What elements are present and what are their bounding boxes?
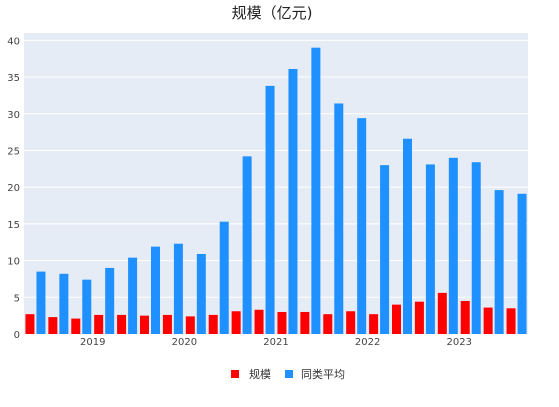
bar-scale[interactable] <box>254 309 264 334</box>
bar-scale[interactable] <box>483 307 493 334</box>
legend: 规模 同类平均 <box>231 367 345 381</box>
bar-scale[interactable] <box>140 315 149 334</box>
y-tick-label: 20 <box>7 183 20 194</box>
bar-peer-average[interactable] <box>173 243 183 334</box>
bar-peer-average[interactable] <box>151 246 160 334</box>
bar-peer-average[interactable] <box>105 267 115 334</box>
bar-scale[interactable] <box>346 311 356 334</box>
y-tick-label: 5 <box>14 293 20 304</box>
bar-peer-average[interactable] <box>36 271 46 334</box>
bar-scale[interactable] <box>369 314 379 334</box>
x-tick-label: 2021 <box>263 337 288 348</box>
bars-group <box>25 47 527 335</box>
bar-scale[interactable] <box>414 301 424 334</box>
bar-scale[interactable] <box>94 314 104 334</box>
bar-peer-average[interactable] <box>265 85 275 334</box>
bar-scale[interactable] <box>25 314 35 334</box>
bar-peer-average[interactable] <box>380 165 390 334</box>
bar-scale[interactable] <box>300 311 310 334</box>
bar-peer-average[interactable] <box>403 138 412 334</box>
y-axis-ticks: 0 5 10 15 20 25 30 35 40 <box>7 36 20 341</box>
bar-scale[interactable] <box>460 300 470 334</box>
bar-scale[interactable] <box>208 314 218 334</box>
y-tick-label: 30 <box>7 110 20 121</box>
bar-peer-average[interactable] <box>196 253 206 334</box>
y-tick-label: 10 <box>7 257 20 268</box>
x-tick-label: 2020 <box>172 337 197 348</box>
bar-scale[interactable] <box>506 308 516 334</box>
legend-item-peer-average[interactable]: 同类平均 <box>285 367 345 381</box>
bar-peer-average[interactable] <box>517 193 527 334</box>
bar-peer-average[interactable] <box>82 279 92 334</box>
bar-scale[interactable] <box>277 311 287 334</box>
bar-scale[interactable] <box>392 304 401 334</box>
y-tick-label: 25 <box>7 146 20 157</box>
bar-scale[interactable] <box>323 314 333 334</box>
bar-scale[interactable] <box>231 311 241 334</box>
legend-swatch-scale <box>231 370 239 378</box>
x-tick-label: 2019 <box>80 337 105 348</box>
bar-scale[interactable] <box>185 316 195 334</box>
bar-peer-average[interactable] <box>494 190 504 334</box>
bar-scale[interactable] <box>162 314 172 334</box>
bar-peer-average[interactable] <box>425 164 435 334</box>
bar-peer-average[interactable] <box>334 103 344 334</box>
y-tick-label: 0 <box>14 330 20 341</box>
bar-peer-average[interactable] <box>471 162 481 334</box>
legend-swatch-peer-average <box>285 370 293 378</box>
bar-peer-average[interactable] <box>128 257 138 334</box>
bar-peer-average[interactable] <box>448 157 458 334</box>
legend-label-peer-average: 同类平均 <box>301 367 345 381</box>
bar-scale[interactable] <box>437 292 447 334</box>
bar-peer-average[interactable] <box>311 47 321 335</box>
bar-peer-average[interactable] <box>288 68 298 334</box>
bar-scale[interactable] <box>48 317 58 334</box>
x-tick-label: 2023 <box>447 337 472 348</box>
legend-item-scale[interactable]: 规模 <box>231 367 271 381</box>
bar-scale[interactable] <box>71 318 81 334</box>
bar-peer-average[interactable] <box>357 118 367 334</box>
bar-peer-average[interactable] <box>219 221 229 334</box>
y-tick-label: 15 <box>7 220 20 231</box>
bar-peer-average[interactable] <box>242 156 252 334</box>
x-tick-label: 2022 <box>355 337 380 348</box>
bar-peer-average[interactable] <box>59 273 69 334</box>
bar-scale[interactable] <box>117 314 127 334</box>
chart-title: 规模（亿元) <box>232 4 313 22</box>
y-tick-label: 35 <box>7 73 20 84</box>
legend-label-scale: 规模 <box>249 367 271 381</box>
y-tick-label: 40 <box>7 36 20 47</box>
x-axis-ticks: 2019 2020 2021 2022 2023 <box>80 337 472 348</box>
